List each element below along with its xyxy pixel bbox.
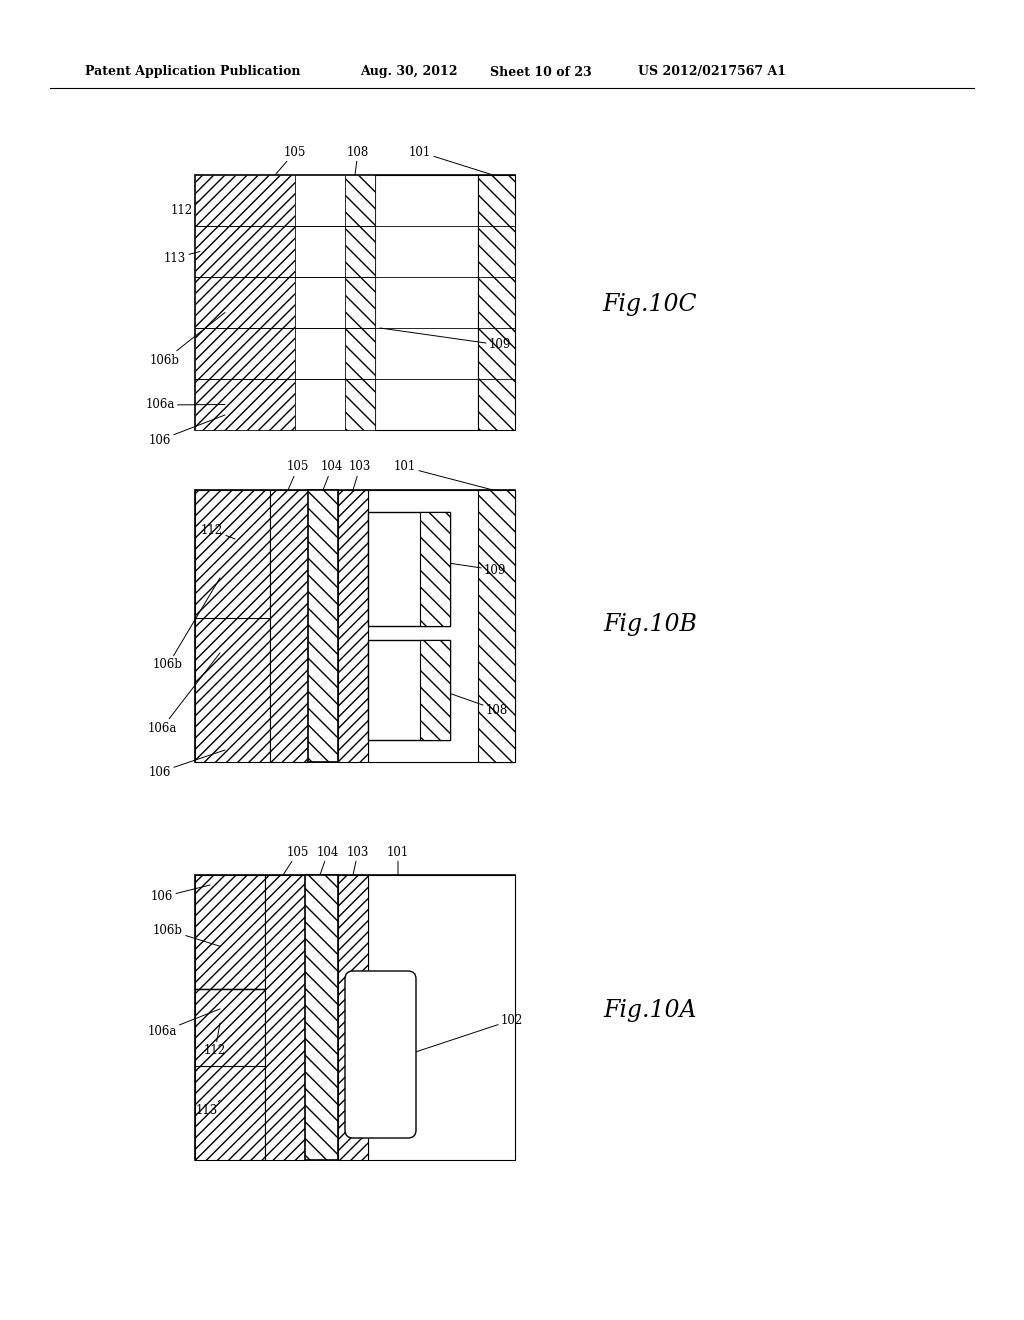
Bar [195, 875, 515, 1160]
Text: 103: 103 [347, 846, 370, 875]
Text: 106a: 106a [145, 399, 225, 412]
Text: 106b: 106b [150, 313, 225, 367]
Text: 101: 101 [394, 461, 493, 490]
Text: Patent Application Publication: Patent Application Publication [85, 66, 300, 78]
Bar [478, 490, 515, 762]
Text: 106: 106 [148, 750, 225, 779]
Text: US 2012/0217567 A1: US 2012/0217567 A1 [638, 66, 786, 78]
Bar [368, 490, 515, 762]
Bar [308, 490, 338, 762]
Bar [195, 875, 265, 989]
Text: 108: 108 [347, 145, 369, 176]
Bar [368, 512, 450, 626]
Text: 105: 105 [287, 461, 309, 490]
Text: 105: 105 [275, 145, 306, 176]
Bar [195, 989, 265, 1160]
Text: Fig.10A: Fig.10A [603, 998, 696, 1022]
Bar [420, 512, 450, 626]
Text: 102: 102 [408, 1014, 523, 1055]
Bar [345, 327, 375, 379]
Text: 106b: 106b [153, 578, 220, 672]
Bar [345, 176, 375, 226]
Text: 106a: 106a [147, 1008, 220, 1039]
Bar [195, 327, 295, 379]
Text: 106a: 106a [147, 653, 220, 734]
Bar [338, 490, 368, 762]
Text: 106b: 106b [153, 924, 220, 946]
Bar [420, 640, 450, 741]
Bar [478, 176, 515, 430]
Bar [195, 176, 515, 430]
Text: Fig.10B: Fig.10B [603, 614, 697, 636]
Text: 101: 101 [409, 145, 493, 176]
Bar [368, 875, 515, 1160]
Bar [195, 490, 270, 762]
Text: 105: 105 [283, 846, 309, 875]
Bar [270, 490, 308, 762]
Text: 112: 112 [171, 201, 200, 216]
Bar [305, 875, 338, 1160]
Bar [338, 875, 368, 1160]
Bar [265, 875, 305, 1160]
Bar [295, 226, 345, 277]
Bar [195, 277, 295, 327]
Bar [295, 327, 345, 379]
Bar [195, 490, 515, 762]
Bar [295, 277, 345, 327]
Bar [375, 176, 478, 430]
Bar [295, 176, 345, 226]
Text: 106: 106 [148, 414, 225, 446]
Text: 101: 101 [387, 846, 410, 875]
Bar [295, 379, 345, 430]
Text: 104: 104 [316, 846, 339, 875]
Text: 113: 113 [164, 252, 200, 264]
Text: 108: 108 [440, 690, 508, 717]
Bar [345, 379, 375, 430]
Text: 103: 103 [349, 461, 371, 490]
Text: 112: 112 [201, 524, 234, 539]
Text: Fig.10C: Fig.10C [603, 293, 697, 317]
Bar [368, 640, 450, 741]
Text: Aug. 30, 2012: Aug. 30, 2012 [360, 66, 458, 78]
Bar [195, 226, 295, 277]
Text: 112: 112 [204, 1023, 226, 1057]
Bar [345, 226, 375, 277]
Text: 109: 109 [380, 327, 511, 351]
Bar [195, 379, 295, 430]
Text: 106: 106 [151, 884, 210, 903]
Text: 104: 104 [321, 461, 343, 490]
Bar [195, 176, 295, 226]
Text: 113: 113 [196, 1100, 220, 1118]
FancyBboxPatch shape [345, 972, 416, 1138]
Text: Sheet 10 of 23: Sheet 10 of 23 [490, 66, 592, 78]
Bar [345, 277, 375, 327]
Text: 109: 109 [373, 552, 506, 577]
